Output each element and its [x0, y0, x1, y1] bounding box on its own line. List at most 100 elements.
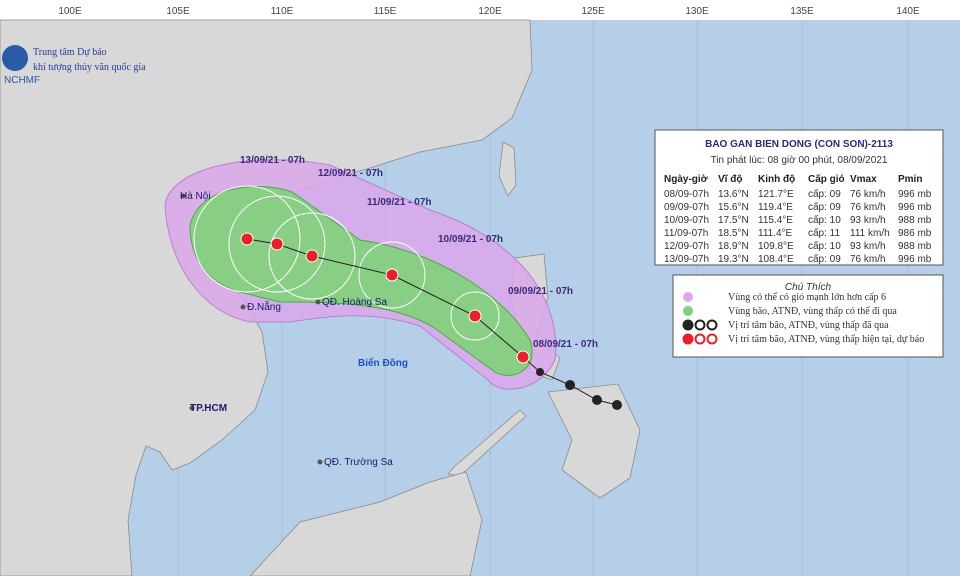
place-label: QĐ. Hoàng Sa [322, 297, 387, 308]
table-cell: 11/09-07h [664, 228, 708, 239]
track-label: 13/09/21 - 07h [240, 155, 305, 166]
lon-label: 130E [685, 6, 709, 17]
forecast-table: Ngày-giờ Vĩ độ Kinh độ Cấp gió Vmax Pmin 08/09… [664, 173, 932, 265]
table-cell: 76 km/h [850, 189, 886, 200]
forecast-box: BAO GAN BIEN DONG (CON SON)-2113 Tin phá… [654, 129, 944, 266]
track-label: 08/09/21 - 07h [533, 339, 598, 350]
legend-swatch [682, 333, 694, 345]
table-header: Cấp gió [808, 173, 845, 185]
table-cell: 996 mb [898, 254, 932, 265]
place-label: QĐ. Trường Sa [324, 457, 393, 468]
table-cell: 111.4°E [758, 228, 793, 239]
forecast-title: BAO GAN BIEN DONG (CON SON)-2113 [705, 139, 893, 150]
track-label: 11/09/21 - 07h [367, 197, 432, 208]
legend-label: Vùng bão, ATNĐ, vùng thấp có thể đi qua [728, 306, 897, 317]
place-dot [180, 193, 186, 199]
table-header: Vĩ độ [718, 174, 742, 185]
table-header: Ngày-giờ [664, 174, 709, 185]
table-cell: 111 km/h [850, 228, 890, 239]
table-cell: cấp: 10 [808, 240, 841, 252]
table-cell: 115.4°E [758, 215, 793, 226]
place-dot [317, 459, 323, 465]
table-cell: 93 km/h [850, 241, 886, 252]
table-cell: 988 mb [898, 241, 932, 252]
legend-title: Chú Thích [785, 282, 832, 293]
table-header: Kinh độ [758, 174, 795, 185]
legend-label: Vị trí tâm bão, ATNĐ, vùng thấp đã qua [728, 320, 889, 331]
place-label: Hà Nội [180, 191, 211, 202]
lon-labels: 100E 105E 110E 115E 120E 125E 130E 135E 140E [58, 6, 920, 17]
uncertainty-circles [193, 185, 500, 341]
table-cell: 996 mb [898, 202, 932, 213]
legend-swatch [682, 319, 694, 331]
legend-swatch [706, 319, 718, 331]
table-cell: cấp: 09 [808, 201, 841, 213]
lon-label: 135E [790, 6, 814, 17]
org-line: khí tượng thủy văn quốc gia [33, 62, 146, 73]
lon-label: 115E [374, 6, 397, 17]
sea-label: Biển Đông [358, 357, 408, 369]
table-cell: 109.8°E [758, 241, 794, 252]
table-cell: 988 mb [898, 215, 932, 226]
lon-label: 140E [896, 6, 920, 17]
lon-label: 105E [166, 6, 190, 17]
lon-label: 100E [58, 6, 82, 17]
table-cell: 986 mb [898, 228, 932, 239]
table-cell: 08/09-07h [664, 189, 709, 200]
table-cell: 119.4°E [758, 202, 793, 213]
legend-swatch [683, 292, 693, 302]
place-dot [189, 405, 195, 411]
table-cell: 13/09-07h [664, 254, 709, 265]
place-label: Đ.Nẵng [247, 300, 281, 313]
table-cell: 09/09-07h [664, 202, 709, 213]
track-line [246, 238, 618, 406]
place-dot [315, 299, 321, 305]
place-label: TP.HCM [190, 403, 227, 414]
table-cell: cấp: 09 [808, 188, 841, 200]
logo-text: NCHMF [4, 75, 40, 86]
track-label: 10/09/21 - 07h [438, 234, 503, 245]
place-dot [240, 304, 246, 310]
forecast-positions [240, 232, 530, 364]
legend-label: Vùng có thể có gió mạnh lớn hơn cấp 6 [728, 292, 886, 303]
table-cell: 108.4°E [758, 254, 794, 265]
org-line: Trung tâm Dự báo [33, 47, 107, 58]
table-cell: cấp: 09 [808, 253, 841, 265]
table-cell: 12/09-07h [664, 241, 709, 252]
table-cell: 18.9°N [718, 241, 749, 252]
forecast-box-bg [654, 129, 944, 266]
forecast-issued: Tin phát lúc: 08 giờ 00 phút, 08/09/2021 [711, 155, 888, 166]
table-cell: 13.6°N [718, 189, 749, 200]
lon-label: 125E [581, 6, 605, 17]
table-cell: 19.3°N [718, 254, 749, 265]
track-label: 12/09/21 - 07h [318, 168, 383, 179]
table-cell: 76 km/h [850, 254, 886, 265]
track-label: 09/09/21 - 07h [508, 286, 573, 297]
legend-swatch [706, 333, 718, 345]
legend: Chú Thích Vùng có thể có gió mạnh lớn hơ… [672, 274, 944, 358]
table-cell: 10/09-07h [664, 215, 709, 226]
table-header: Pmin [898, 174, 922, 185]
past-positions [536, 368, 622, 410]
legend-swatch [683, 306, 693, 316]
table-cell: cấp: 10 [808, 214, 841, 226]
table-cell: 15.6°N [718, 202, 749, 213]
table-header: Vmax [850, 174, 877, 185]
lon-label: 110E [271, 6, 294, 17]
lon-label: 120E [478, 6, 502, 17]
table-cell: 93 km/h [850, 215, 886, 226]
logo [2, 45, 28, 71]
legend-swatch [694, 319, 706, 331]
top-bar [0, 0, 960, 20]
table-cell: 17.5°N [718, 215, 749, 226]
legend-bg [672, 274, 944, 358]
table-cell: 121.7°E [758, 189, 794, 200]
table-cell: cấp: 11 [808, 227, 840, 239]
table-cell: 76 km/h [850, 202, 886, 213]
legend-swatch [694, 333, 706, 345]
table-cell: 996 mb [898, 189, 932, 200]
legend-label: Vị trí tâm bão, ATNĐ, vùng thấp hiện tại… [728, 334, 924, 345]
table-cell: 18.5°N [718, 228, 749, 239]
legend-items: Vùng có thể có gió mạnh lớn hơn cấp 6 Vùn… [682, 292, 924, 345]
